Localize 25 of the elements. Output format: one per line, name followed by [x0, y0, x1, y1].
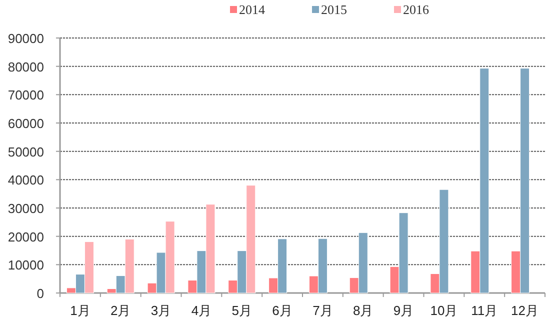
x-tick-label: 1月: [70, 303, 90, 318]
y-tick-label: 50000: [8, 144, 44, 160]
x-tick-label: 5月: [232, 303, 252, 318]
x-tick-label: 3月: [150, 303, 172, 318]
y-tick-label: 0: [36, 286, 44, 301]
x-tick-label: 8月: [353, 303, 374, 318]
legend-label: 2015: [321, 2, 347, 17]
x-tick-label: 6月: [272, 303, 292, 318]
y-tick-label: 40000: [8, 172, 44, 188]
legend-label: 2014: [239, 2, 266, 17]
y-tick-label: 90000: [8, 31, 44, 46]
x-tick-label: 11月: [471, 303, 498, 318]
x-tick-label: 10月: [430, 303, 458, 318]
y-tick-label: 70000: [8, 88, 44, 103]
y-tick-label: 80000: [8, 59, 44, 74]
y-tick-label: 30000: [8, 201, 44, 216]
x-tick-label: 2月: [110, 303, 131, 318]
x-tick-label: 12月: [511, 303, 539, 318]
y-tick-label: 20000: [8, 229, 44, 244]
y-tick-label: 10000: [8, 258, 44, 273]
y-tick-label: 60000: [8, 116, 44, 131]
x-tick-label: 9月: [393, 303, 414, 318]
x-tick-label: 7月: [312, 303, 333, 318]
legend-label: 2016: [403, 2, 430, 17]
x-tick-label: 4月: [191, 303, 212, 318]
